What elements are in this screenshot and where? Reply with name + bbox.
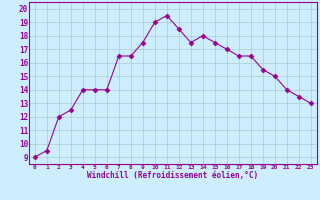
- X-axis label: Windchill (Refroidissement éolien,°C): Windchill (Refroidissement éolien,°C): [87, 171, 258, 180]
